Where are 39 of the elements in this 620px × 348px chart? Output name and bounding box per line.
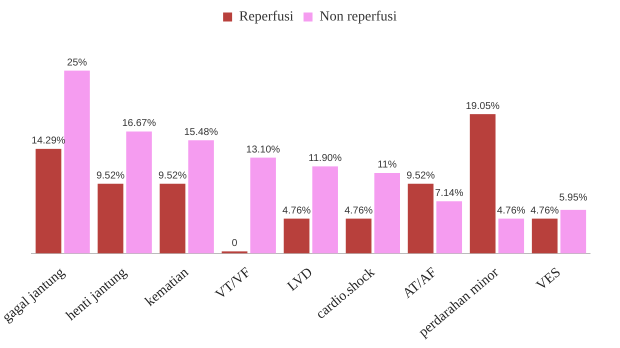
data-label: 25%: [67, 57, 88, 68]
data-label: 11%: [378, 160, 397, 171]
data-label: 9.52%: [96, 170, 125, 182]
data-label: 4.76%: [497, 205, 526, 216]
data-label: 11.90%: [308, 153, 342, 164]
data-label: 13.10%: [246, 144, 280, 156]
bar: [250, 158, 276, 254]
bar: [408, 184, 434, 254]
data-label: 9.52%: [158, 170, 187, 182]
bar: [436, 201, 462, 254]
bar: [532, 218, 558, 254]
data-label: 4.76%: [530, 205, 559, 216]
bar: [346, 218, 372, 254]
x-tick-label: LVD: [285, 265, 316, 294]
data-label: 0: [232, 238, 238, 250]
data-label: 9.52%: [406, 170, 435, 182]
data-label: 4.76%: [282, 205, 311, 216]
legend-label: Non reperfusi: [320, 10, 398, 25]
bar: [374, 172, 400, 254]
bar: [36, 148, 62, 254]
bar: [470, 114, 496, 254]
data-label: 19.05%: [466, 100, 500, 112]
data-label: 14.29%: [32, 136, 66, 147]
bar: [126, 131, 152, 254]
data-label: 4.76%: [344, 205, 373, 216]
data-label: 7.14%: [435, 188, 464, 199]
bar: [64, 70, 90, 254]
bar: [312, 166, 338, 254]
bar: [284, 218, 310, 254]
bar: [98, 184, 124, 254]
legend-label: Reperfusi: [239, 10, 294, 25]
data-label: 5.95%: [559, 192, 588, 204]
data-label: 16.67%: [122, 118, 156, 130]
bar: [188, 140, 214, 254]
bar: [560, 210, 586, 254]
x-tick-label: VES: [534, 265, 564, 294]
data-label: 15.48%: [184, 126, 218, 138]
bar: [160, 184, 186, 254]
bar: [498, 218, 524, 254]
